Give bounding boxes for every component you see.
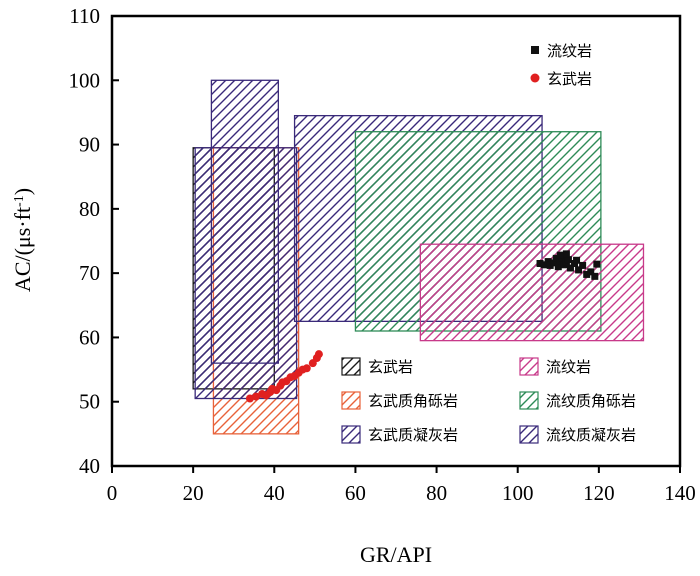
y-axis-label-sup: -1 <box>12 195 27 207</box>
legend-swatch-region-3 <box>519 391 539 410</box>
point-series-0 <box>564 256 572 264</box>
point-series-0 <box>550 259 558 267</box>
legend-swatch-region-0 <box>341 357 361 376</box>
y-tick-label: 60 <box>79 325 100 349</box>
x-tick-label: 60 <box>345 481 366 505</box>
point-series-0 <box>591 272 599 280</box>
y-axis-label: AC/(μs·ft-1) <box>10 188 35 292</box>
y-axis-label-end: ) <box>10 188 35 195</box>
x-tick-label: 0 <box>107 481 118 505</box>
legend-marker-series-1 <box>530 73 540 83</box>
point-series-0 <box>587 268 595 276</box>
legend-label-series-1: 玄武岩 <box>547 70 592 88</box>
x-tick-label: 140 <box>664 481 696 505</box>
point-series-0 <box>579 261 587 269</box>
point-series-1 <box>252 392 261 401</box>
legend-swatch-region-4 <box>341 425 361 444</box>
legend-label-region-5: 流纹质凝灰岩 <box>546 426 636 444</box>
y-tick-label: 100 <box>69 68 101 92</box>
y-tick-label: 90 <box>79 133 100 157</box>
x-axis-label: GR/API <box>360 542 432 567</box>
point-series-0 <box>544 258 552 266</box>
legend-label-region-4: 玄武质凝灰岩 <box>368 426 458 444</box>
legend-label-series-0: 流纹岩 <box>547 42 592 60</box>
legend-marker-series-0 <box>531 46 539 54</box>
point-series-1 <box>245 394 254 403</box>
y-axis-label-main: AC/(μs·ft <box>10 207 35 292</box>
legend-label-region-0: 玄武岩 <box>368 358 413 376</box>
point-series-0 <box>552 254 560 262</box>
point-series-0 <box>566 264 574 272</box>
point-series-1 <box>314 350 323 359</box>
points-layer <box>245 250 601 403</box>
legend-label-region-2: 玄武质角砾岩 <box>368 392 458 410</box>
ticks-layer: 0 20 40 60 80 100 120 140 40 50 60 70 80 90 100 110 <box>69 4 696 505</box>
point-series-0 <box>554 263 562 271</box>
region-6 <box>419 243 645 342</box>
point-series-0 <box>540 261 548 269</box>
y-tick-label: 110 <box>69 4 100 28</box>
x-tick-label: 80 <box>426 481 447 505</box>
region-3 <box>194 147 298 400</box>
legend-label-region-1: 流纹岩 <box>546 358 591 376</box>
legend-swatch-region-1 <box>519 357 539 376</box>
x-tick-label: 100 <box>502 481 534 505</box>
regions-layer <box>192 79 645 435</box>
y-tick-label: 50 <box>79 390 100 414</box>
point-series-0 <box>562 250 570 258</box>
legend-swatch-region-2 <box>341 391 361 410</box>
point-series-0 <box>536 260 544 267</box>
point-series-0 <box>573 256 581 264</box>
x-tick-label: 120 <box>583 481 615 505</box>
point-series-0 <box>575 266 583 274</box>
y-tick-label: 80 <box>79 197 100 221</box>
legend-label-region-3: 流纹质角砾岩 <box>546 392 636 410</box>
point-series-0 <box>546 261 554 269</box>
point-series-0 <box>583 270 591 278</box>
x-tick-label: 20 <box>183 481 204 505</box>
point-series-1 <box>302 364 311 373</box>
plot-frame <box>110 14 682 468</box>
point-series-0 <box>593 260 601 268</box>
legend-swatch-region-5 <box>519 425 539 444</box>
y-tick-label: 70 <box>79 261 100 285</box>
x-tick-label: 40 <box>264 481 285 505</box>
y-tick-label: 40 <box>79 454 100 478</box>
point-series-0 <box>556 251 564 259</box>
